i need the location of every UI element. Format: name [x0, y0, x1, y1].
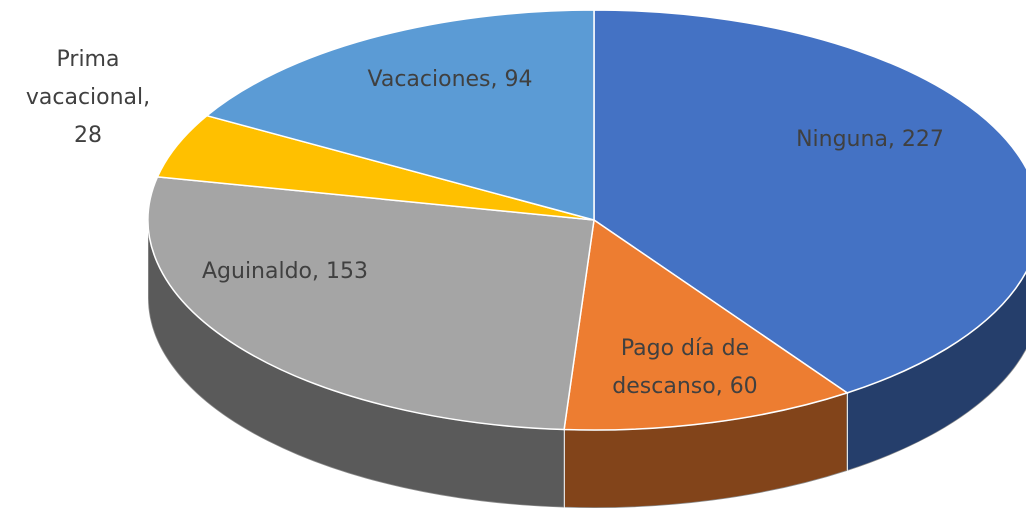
slice-side-shade — [148, 220, 565, 508]
slice-side-shade — [564, 392, 848, 508]
data-label: Aguinaldo, 153 — [202, 259, 368, 284]
slice — [205, 9, 595, 221]
data-label: Vacaciones, 94 — [368, 67, 533, 92]
slice — [593, 9, 1026, 394]
data-label: Prima vacacional, 28 — [26, 47, 150, 148]
slice-side-shade — [847, 272, 1026, 471]
slice — [147, 176, 595, 431]
data-label: Ninguna, 227 — [796, 127, 944, 152]
data-label: Pago día de descanso, 60 — [612, 336, 757, 399]
slice — [563, 218, 849, 431]
